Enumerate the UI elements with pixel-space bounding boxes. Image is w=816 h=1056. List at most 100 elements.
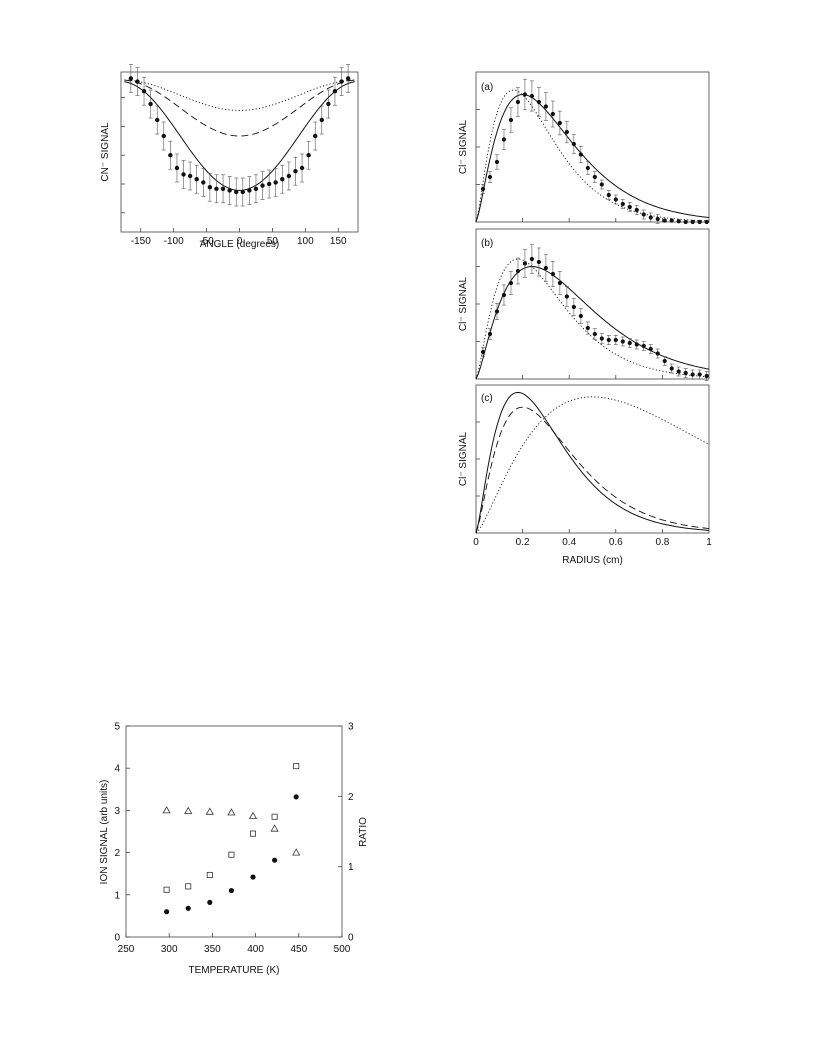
cn-x-axis-label: ANGLE (degrees) (200, 239, 279, 250)
cn-data-point (293, 169, 298, 174)
cn-plot-frame (120, 71, 359, 233)
panel-a-data-point (690, 219, 695, 225)
ratio-y-tick-label: 0 (348, 933, 354, 944)
panel-a-data-point (620, 201, 625, 207)
cn-fit-line-dashed (124, 79, 355, 137)
cn-data-point (155, 117, 160, 123)
cn-data-point (240, 189, 245, 195)
panel-b-data-point (592, 331, 597, 337)
cn-fit-line-solid (124, 81, 355, 191)
panel-a-data-point (564, 129, 569, 135)
panel-a-data-point (501, 137, 507, 142)
panel-b-data-point (515, 268, 521, 274)
ion-signal-circle-point (207, 899, 213, 905)
panel-a-data-point (599, 182, 604, 187)
panel-a-data-point (634, 207, 639, 213)
cn-data-point (339, 79, 344, 84)
panel-c-x-tick-label: 1 (706, 537, 712, 548)
cn-x-tick-label: -50 (199, 236, 214, 247)
panel-c-fit-line-dotted (475, 396, 710, 534)
ratio-y-tick-label: 3 (348, 722, 354, 733)
ion-x-tick-label: 350 (204, 944, 221, 955)
cn-data-point (141, 89, 147, 94)
cn-x-tick-label: -100 (164, 236, 184, 247)
panel-b-data-point (662, 358, 667, 364)
panel-b-data-point (487, 331, 493, 337)
panel-b-data-point (613, 337, 618, 343)
cn-data-point (194, 177, 199, 182)
ion-signal-chart: TEMPERATURE (K) ION SIGNAL (arb units) R… (99, 722, 369, 977)
panel-b-y-axis-label: Cl⁻ SIGNAL (458, 276, 469, 331)
cn-data-point (280, 177, 285, 182)
ion-signal-square-point (250, 830, 257, 837)
cn-data-point (220, 186, 226, 191)
panel-c-x-tick-label: 0.4 (562, 537, 576, 548)
panel-a-data-point (662, 218, 667, 223)
ion-signal-circle-point (164, 909, 170, 915)
panel-c-x-tick-label: 0.6 (609, 537, 623, 548)
panel-b-data-point (494, 309, 500, 314)
cl-signal-chart-c: (c) Cl⁻ SIGNAL RADIUS (cm) 0 0.2 0.4 0.6 0.8… (458, 384, 712, 566)
cn-data-point (148, 101, 153, 107)
panel-b-data-point (543, 265, 549, 271)
panel-b-data-point (606, 337, 611, 343)
panel-b-data-point (508, 280, 514, 286)
cn-signal-chart: ANGLE (degrees) CN⁻ SIGNAL -150 -100 -50 0 5… (100, 64, 359, 250)
cn-data-point (227, 188, 232, 193)
ion-signal-circle-point (272, 857, 278, 863)
panel-b-data-point (648, 346, 653, 352)
ion-y-tick-label: 3 (114, 806, 120, 817)
panel-a-data-point (571, 141, 576, 147)
panel-b-data-point (578, 313, 583, 319)
cn-x-tick-label: 100 (297, 236, 314, 247)
panel-a-data-point (515, 99, 521, 105)
panel-a-label: (a) (481, 82, 493, 93)
panel-c-y-axis-label: Cl⁻ SIGNAL (458, 431, 469, 486)
cn-x-tick-label: 150 (330, 236, 347, 247)
ratio-triangle-point (270, 824, 279, 832)
panel-b-fit-line-solid (475, 265, 710, 380)
ratio-y-tick-label: 2 (348, 792, 354, 803)
panel-a-data-point (613, 197, 618, 202)
panel-a-data-point (578, 152, 583, 157)
panel-b-data-point (599, 336, 604, 341)
panel-b-data-point (704, 373, 709, 379)
panel-b-label: (b) (481, 238, 493, 249)
panel-a-data-point (536, 99, 542, 105)
panel-a-data-point (487, 174, 493, 180)
cn-data-point (319, 117, 324, 123)
ion-x-tick-label: 500 (334, 944, 351, 955)
panel-b-data-point (564, 294, 569, 299)
ion-signal-square-point (163, 886, 170, 893)
ion-signal-square-point (185, 883, 192, 890)
cn-data-point (214, 186, 219, 191)
ion-plot-frame (125, 725, 343, 938)
cn-data-point (201, 180, 206, 185)
cn-data-point (168, 153, 173, 158)
ion-signal-square-point (206, 871, 213, 878)
cn-data-point (313, 133, 318, 139)
ratio-triangle-point (162, 806, 171, 814)
ion-x-tick-label: 250 (118, 944, 135, 955)
panel-a-data-point (543, 104, 549, 109)
panel-a-data-point (522, 92, 528, 97)
panel-b-data-point (697, 372, 702, 377)
cn-x-tick-label: -150 (131, 236, 151, 247)
radius-x-axis-label: RADIUS (cm) (562, 555, 623, 566)
cn-data-point (332, 89, 338, 94)
ratio-triangle-point (227, 808, 236, 816)
panel-a-data-point (557, 120, 562, 126)
cn-data-point (326, 101, 331, 107)
panel-a-data-point (606, 192, 611, 198)
ratio-triangle-point (248, 811, 258, 819)
panel-c-label: (c) (481, 393, 493, 404)
ratio-triangle-point (184, 806, 193, 815)
cn-data-point (266, 181, 272, 187)
cn-data-point (273, 180, 278, 185)
panel-a-data-point (669, 218, 674, 223)
panel-a-data-point (648, 215, 653, 220)
ion-signal-square-point (271, 813, 278, 820)
panel-b-frame (475, 228, 710, 380)
panel-b-data-point (620, 339, 625, 344)
